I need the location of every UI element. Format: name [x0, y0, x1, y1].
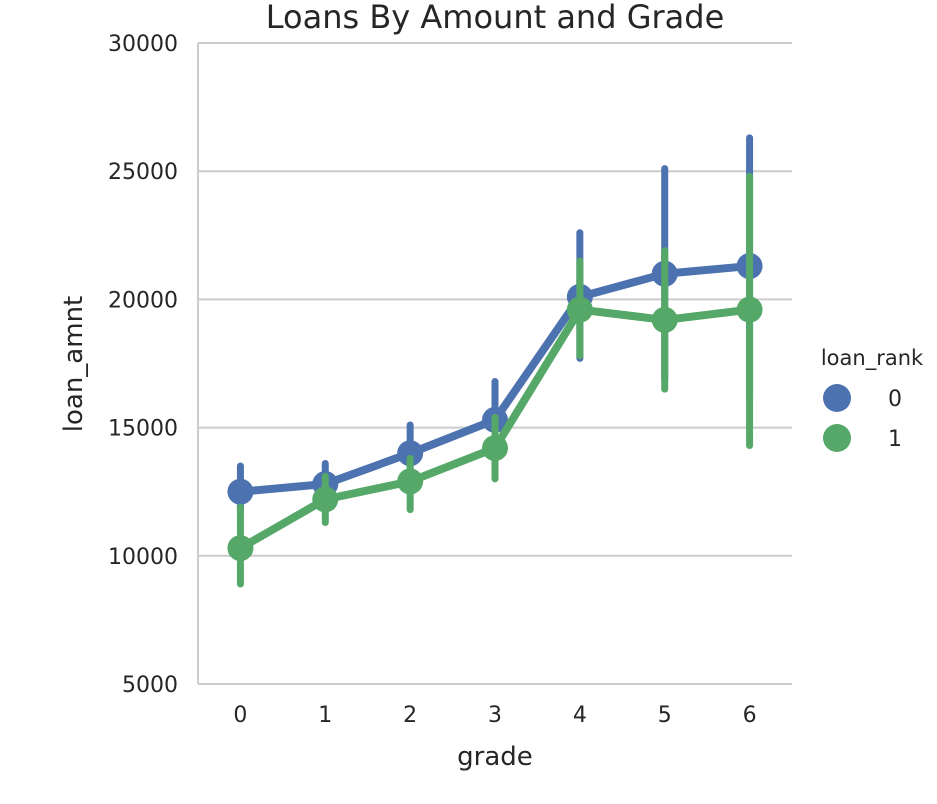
legend-marker: [823, 424, 851, 452]
data-point: [397, 468, 424, 495]
data-point: [312, 486, 339, 513]
legend-label: 0: [888, 387, 902, 412]
x-tick-label: 5: [658, 703, 672, 728]
x-axis-label: grade: [457, 742, 533, 772]
legend-title: loan_rank: [821, 346, 924, 371]
axes: [197, 43, 792, 685]
y-tick-label: 15000: [108, 417, 178, 442]
x-tick-label: 6: [743, 703, 757, 728]
x-tick-label: 4: [573, 703, 587, 728]
x-tick-label: 2: [403, 703, 417, 728]
y-tick-label: 30000: [108, 32, 178, 57]
legend: loan_rank 0 1: [821, 346, 924, 452]
x-tick-label: 3: [488, 703, 502, 728]
x-tick-label: 1: [318, 703, 332, 728]
legend-label: 1: [888, 427, 902, 452]
data-point: [227, 535, 254, 562]
series-layer: [227, 134, 763, 588]
data-point: [566, 296, 593, 323]
x-tick-label: 0: [233, 703, 247, 728]
y-tick-label: 10000: [108, 545, 178, 570]
gridlines: [198, 42, 792, 685]
y-tick-label: 20000: [108, 288, 178, 313]
legend-marker: [823, 384, 851, 412]
data-point: [397, 440, 424, 467]
series-1: [227, 172, 763, 588]
data-point: [227, 478, 254, 505]
y-axis-label: loan_amnt: [59, 296, 89, 432]
data-point: [651, 306, 678, 333]
chart-title: Loans By Amount and Grade: [266, 0, 725, 36]
y-tick-label: 5000: [122, 673, 178, 698]
data-point: [736, 296, 763, 323]
y-tick-label: 25000: [108, 160, 178, 185]
tick-labels: 5000 10000 15000 20000 25000 30000 0 1 2 3 4 5 6: [108, 32, 757, 728]
data-point: [482, 435, 508, 462]
